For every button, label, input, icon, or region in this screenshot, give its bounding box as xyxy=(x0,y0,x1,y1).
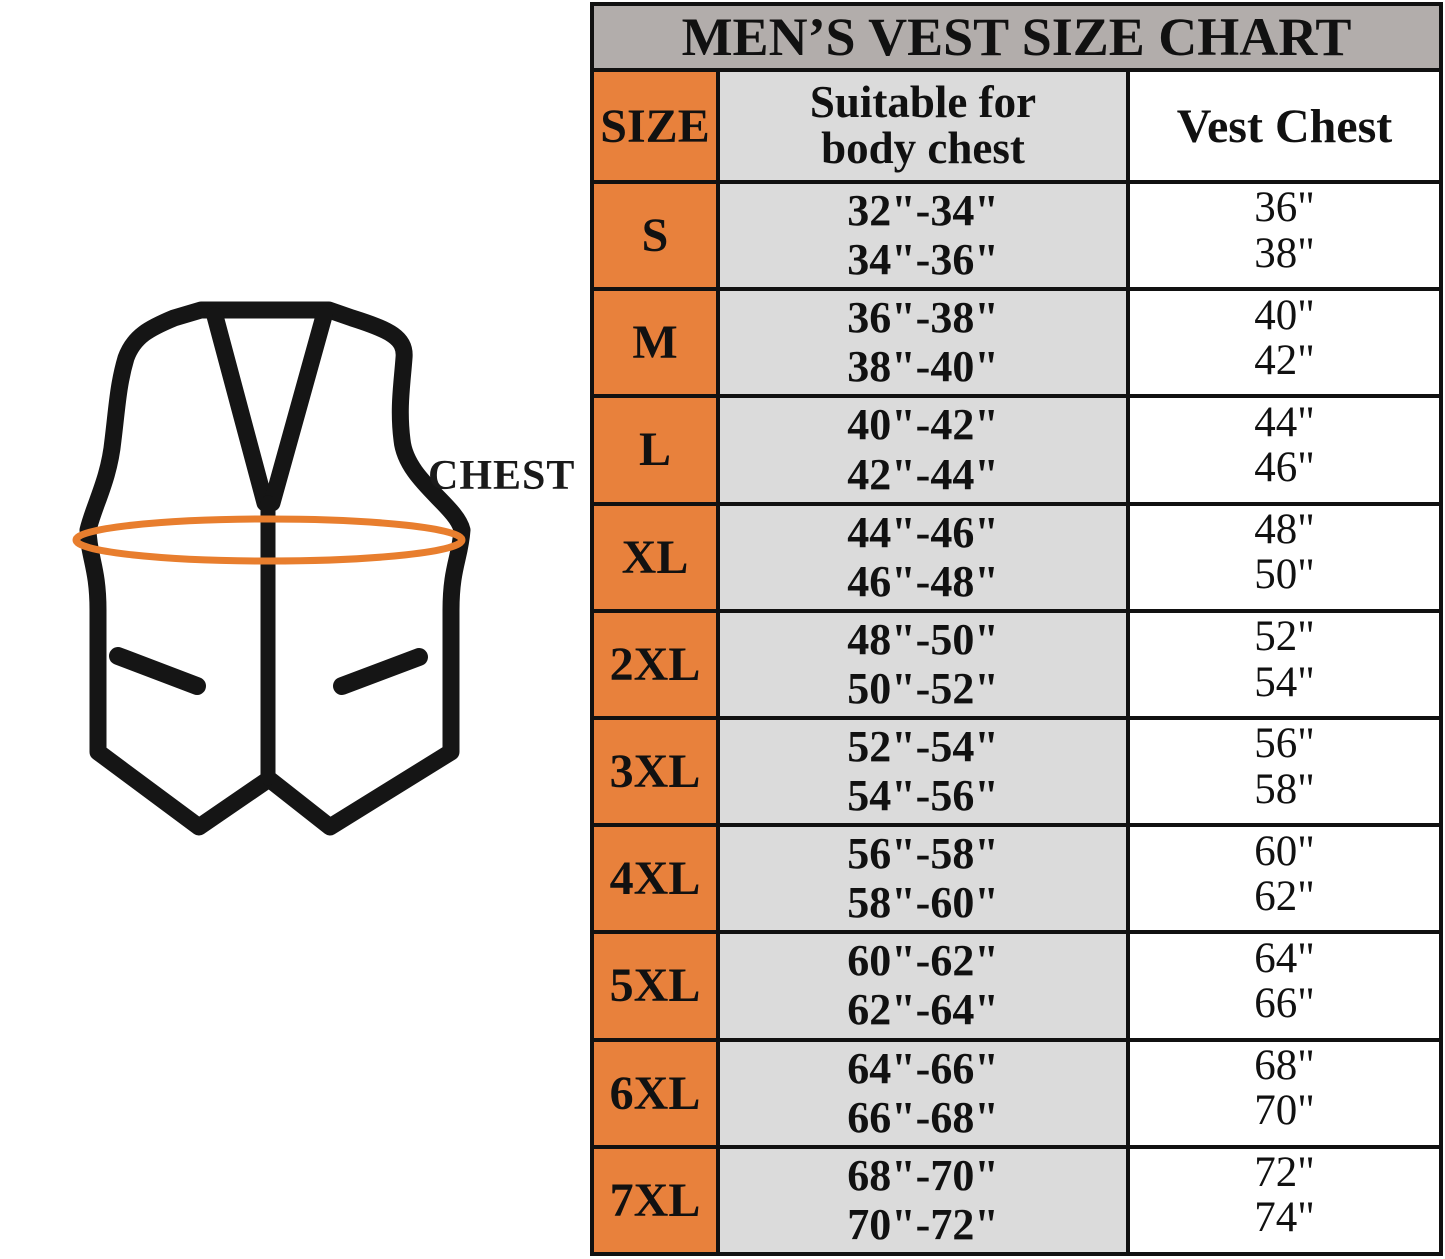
body-chest-range-line1: 64"-66" xyxy=(847,1043,999,1093)
vest-chest-cell: 44" 46" xyxy=(1130,398,1439,502)
vest-chest-cell: 72" 74" xyxy=(1130,1148,1439,1252)
body-chest-range-line2: 50"-52" xyxy=(847,663,999,713)
size-label-cell: 6XL xyxy=(594,1041,716,1145)
size-label-cell: L xyxy=(594,398,716,502)
vest-chest-line2: 70" xyxy=(1254,1087,1315,1135)
vest-chest-cell: 52" 54" xyxy=(1130,612,1439,716)
vest-pocket-left xyxy=(109,647,206,695)
vest-chest-line2: 50" xyxy=(1254,551,1315,599)
vest-chest-line1: 48" xyxy=(1254,505,1315,553)
vest-chest-cell: 40" 42" xyxy=(1130,291,1439,395)
body-chest-range-line2: 70"-72" xyxy=(847,1199,999,1249)
column-header-size: SIZE xyxy=(594,72,716,180)
vest-chest-line1: 68" xyxy=(1254,1041,1315,1089)
body-chest-range-line2: 38"-40" xyxy=(847,342,999,392)
vest-chest-line1: 52" xyxy=(1254,613,1315,661)
size-label-cell: M xyxy=(594,291,716,395)
body-chest-range-cell: 56"-58" 58"-60" xyxy=(720,827,1126,931)
size-label-cell: S xyxy=(594,184,716,288)
vest-chest-line2: 74" xyxy=(1254,1194,1315,1242)
body-chest-range-line1: 40"-42" xyxy=(847,400,999,450)
body-chest-range-line2: 54"-56" xyxy=(847,771,999,821)
column-header-body-chest: Suitable for body chest xyxy=(720,72,1126,180)
vest-chest-line2: 66" xyxy=(1254,980,1315,1028)
vest-chest-line2: 38" xyxy=(1254,229,1315,277)
body-chest-range-cell: 60"-62" 62"-64" xyxy=(720,934,1126,1038)
size-label-cell: 4XL xyxy=(594,827,716,931)
vest-chest-line2: 62" xyxy=(1254,872,1315,920)
body-chest-range-cell: 52"-54" 54"-56" xyxy=(720,719,1126,824)
vest-chest-cell: 48" 50" xyxy=(1130,505,1439,609)
body-chest-range-line1: 68"-70" xyxy=(847,1150,999,1200)
body-chest-range-line1: 56"-58" xyxy=(847,829,999,879)
body-chest-range-cell: 48"-50" 50"-52" xyxy=(720,612,1126,716)
column-header-body-chest-line1: Suitable for xyxy=(809,77,1037,128)
size-label-cell: 5XL xyxy=(594,934,716,1038)
vest-chest-cell: 56" 58" xyxy=(1130,719,1439,824)
vest-chest-line1: 60" xyxy=(1254,827,1315,875)
vest-chest-line2: 42" xyxy=(1254,336,1315,384)
body-chest-range-line2: 46"-48" xyxy=(847,556,999,606)
body-chest-range-line1: 32"-34" xyxy=(847,186,999,236)
vest-illustration xyxy=(72,301,471,836)
body-chest-range-cell: 68"-70" 70"-72" xyxy=(720,1148,1126,1252)
vest-chest-cell: 64" 66" xyxy=(1130,934,1439,1038)
vest-chest-line2: 46" xyxy=(1254,444,1315,492)
vest-size-chart-table: MEN’S VEST SIZE CHART SIZE Suitable for … xyxy=(590,2,1443,1256)
body-chest-range-line1: 44"-46" xyxy=(847,507,999,557)
column-header-body-chest-line2: body chest xyxy=(821,123,1025,173)
size-label-cell: 2XL xyxy=(594,612,716,716)
body-chest-range-line2: 42"-44" xyxy=(847,449,999,499)
size-label-cell: XL xyxy=(594,505,716,609)
body-chest-range-line1: 48"-50" xyxy=(847,614,999,664)
vest-chest-line1: 36" xyxy=(1254,184,1315,232)
body-chest-range-line1: 52"-54" xyxy=(847,722,999,771)
body-chest-range-line2: 58"-60" xyxy=(847,878,999,928)
size-label-cell: 7XL xyxy=(594,1148,716,1252)
vest-chest-line1: 56" xyxy=(1254,720,1315,768)
chest-measure-label: CHEST xyxy=(428,453,576,499)
chart-title: MEN’S VEST SIZE CHART xyxy=(594,6,1439,68)
vest-chest-line2: 54" xyxy=(1254,658,1315,706)
body-chest-range-cell: 44"-46" 46"-48" xyxy=(720,505,1126,609)
body-chest-range-line2: 66"-68" xyxy=(847,1092,999,1142)
column-header-vest-chest: Vest Chest xyxy=(1130,72,1439,180)
vest-neckline-left xyxy=(206,307,274,512)
vest-chest-line1: 64" xyxy=(1254,934,1315,982)
vest-chest-line1: 72" xyxy=(1254,1149,1315,1197)
body-chest-range-cell: 32"-34" 34"-36" xyxy=(720,184,1126,288)
vest-chest-cell: 36" 38" xyxy=(1130,184,1439,288)
body-chest-range-cell: 36"-38" 38"-40" xyxy=(720,291,1126,395)
vest-chest-line1: 40" xyxy=(1254,291,1315,339)
vest-chest-line1: 44" xyxy=(1254,398,1315,446)
body-chest-range-line1: 36"-38" xyxy=(847,293,999,343)
vest-chest-cell: 68" 70" xyxy=(1130,1041,1439,1145)
vest-neckline-right xyxy=(263,307,333,512)
body-chest-range-line2: 62"-64" xyxy=(847,985,999,1035)
vest-chest-cell: 60" 62" xyxy=(1130,827,1439,931)
size-label-cell: 3XL xyxy=(594,719,716,824)
vest-chest-line2: 58" xyxy=(1254,765,1315,813)
chest-measurement-ellipse xyxy=(72,515,466,565)
body-chest-range-cell: 64"-66" 66"-68" xyxy=(720,1041,1126,1145)
vest-pocket-right xyxy=(333,648,428,695)
body-chest-range-line2: 34"-36" xyxy=(847,235,999,285)
body-chest-range-line1: 60"-62" xyxy=(847,936,999,986)
body-chest-range-cell: 40"-42" 42"-44" xyxy=(720,398,1126,502)
